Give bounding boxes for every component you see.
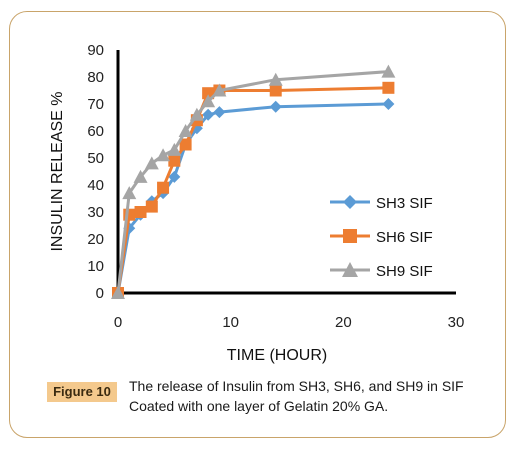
data-point: [145, 200, 158, 213]
data-point: [168, 154, 181, 167]
data-point: [168, 170, 181, 183]
legend-marker: [342, 262, 358, 277]
data-point: [134, 206, 147, 218]
data-point: [201, 94, 216, 108]
x-axis-title: TIME (HOUR): [227, 347, 327, 364]
data-point: [167, 142, 182, 156]
x-tick-labels: 0 10 20 30: [114, 314, 465, 331]
x-tick-label: 10: [222, 314, 239, 331]
series-group: [111, 64, 396, 299]
legend-label: SH6 SIF: [376, 229, 433, 246]
data-point: [213, 106, 226, 119]
x-tick-label: 30: [448, 314, 465, 331]
caption-text: The release of Insulin from SH3, SH6, an…: [129, 378, 464, 414]
y-tick-label: 10: [87, 258, 104, 275]
data-point: [123, 208, 136, 221]
data-point: [189, 107, 204, 121]
data-point: [111, 286, 125, 299]
x-tick-label: 20: [335, 314, 352, 331]
legend-label: SH9 SIF: [376, 263, 433, 280]
chart-axes: [116, 50, 456, 295]
data-point: [179, 138, 192, 151]
legend-item: SH6 SIF: [330, 229, 433, 246]
y-tick-label: 50: [87, 150, 104, 167]
y-tick-labels: 0 10 20 30 40 50 60 70 80 90: [87, 42, 104, 302]
figure-label: Figure 10: [47, 382, 117, 402]
data-point: [268, 72, 283, 86]
legend-marker: [343, 195, 357, 209]
y-tick-label: 80: [87, 69, 104, 86]
y-tick-label: 0: [96, 285, 104, 302]
x-tick-label: 0: [114, 314, 122, 331]
data-point: [382, 98, 395, 110]
legend-item: SH9 SIF: [330, 262, 433, 280]
figure-caption: Figure 10 The release of Insulin from SH…: [47, 376, 487, 426]
data-point: [202, 108, 215, 121]
data-point: [381, 64, 396, 78]
y-tick-label: 70: [87, 96, 104, 113]
data-point: [133, 169, 148, 183]
data-point: [178, 124, 193, 137]
data-point: [156, 148, 171, 162]
data-point: [269, 84, 282, 97]
legend-item: SH3 SIF: [330, 195, 433, 212]
y-tick-label: 90: [87, 42, 104, 59]
line-chart: 0 10 20 30 40 50 60 70 80 90 0 10 20 30 INSULIN RELE…: [49, 42, 465, 364]
y-tick-label: 20: [87, 231, 104, 248]
data-point: [144, 156, 159, 170]
legend-marker: [343, 229, 357, 243]
legend: SH3 SIF SH6 SIF SH9 SIF: [330, 195, 433, 280]
y-tick-label: 40: [87, 177, 104, 194]
data-point: [212, 83, 227, 97]
y-tick-label: 30: [87, 204, 104, 221]
y-axis-title: INSULIN RELEASE %: [49, 91, 66, 251]
legend-label: SH3 SIF: [376, 195, 433, 212]
data-point: [202, 87, 215, 100]
y-tick-label: 60: [87, 123, 104, 140]
data-point: [122, 186, 137, 200]
data-point: [157, 181, 170, 194]
data-point: [382, 81, 395, 94]
data-point: [269, 100, 282, 113]
series-3: [111, 64, 396, 299]
